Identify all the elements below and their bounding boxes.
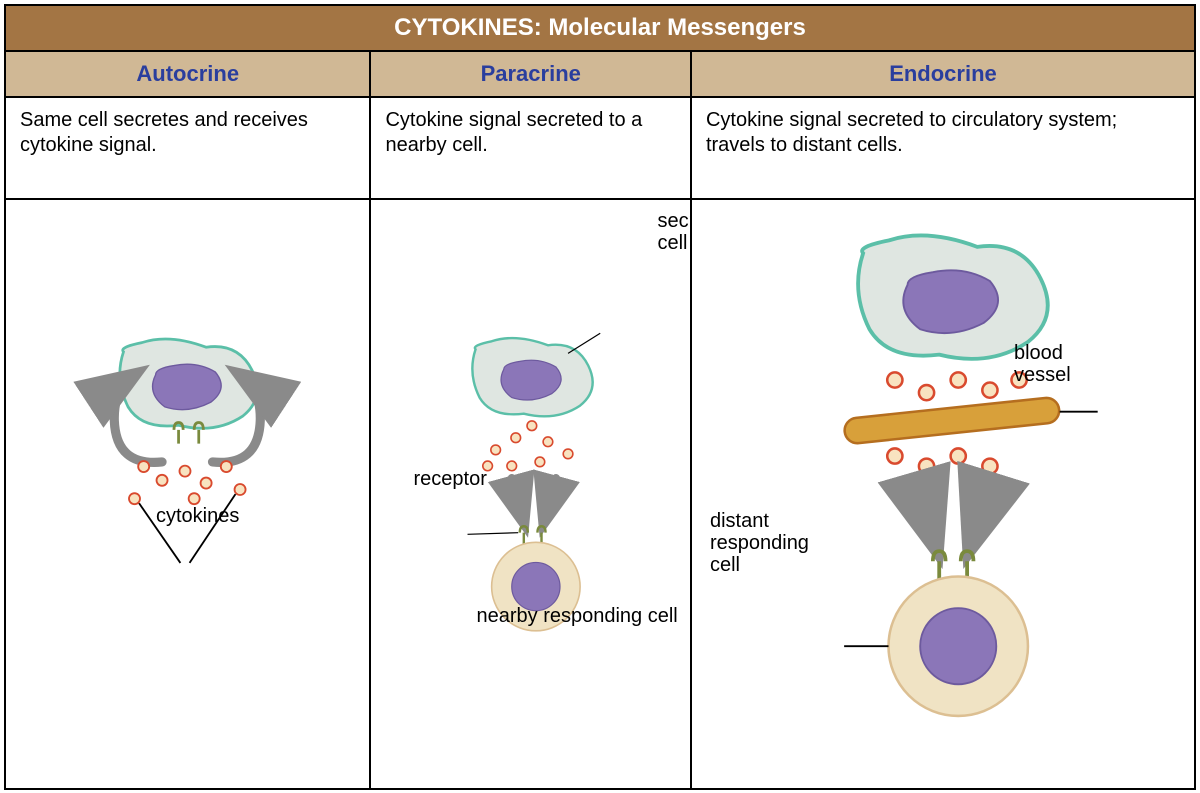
col-name-paracrine: Paracrine bbox=[370, 51, 690, 97]
desc-autocrine: Same cell secretes and receives cytokine… bbox=[5, 97, 370, 199]
label-blood-vessel: blood vessel bbox=[1014, 342, 1084, 386]
desc-paracrine: Cytokine signal secreted to a nearby cel… bbox=[370, 97, 690, 199]
label-nearby-responding-cell: nearby responding cell bbox=[476, 605, 677, 627]
label-cytokines: cytokines bbox=[156, 505, 239, 527]
cytokines-table: CYTOKINES: Molecular Messengers Autocrin… bbox=[4, 4, 1196, 790]
col-name-autocrine: Autocrine bbox=[5, 51, 370, 97]
label-distant-responding-cell: distant responding cell bbox=[710, 510, 820, 576]
descriptions-row: Same cell secretes and receives cytokine… bbox=[5, 97, 1195, 199]
table-title: CYTOKINES: Molecular Messengers bbox=[5, 5, 1195, 51]
title-row: CYTOKINES: Molecular Messengers bbox=[5, 5, 1195, 51]
autocrine-svg bbox=[6, 200, 369, 788]
col-name-endocrine: Endocrine bbox=[691, 51, 1195, 97]
cell-endocrine-diagram: blood vessel distant responding cell bbox=[691, 199, 1195, 789]
desc-endocrine: Cytokine signal secreted to circulatory … bbox=[691, 97, 1195, 199]
figure: CYTOKINES: Molecular Messengers Autocrin… bbox=[0, 0, 1200, 686]
diagrams-row: cytokines bbox=[5, 199, 1195, 789]
endocrine-svg bbox=[692, 200, 1194, 788]
paracrine-svg bbox=[371, 200, 689, 788]
cell-autocrine-diagram: cytokines bbox=[5, 199, 370, 789]
label-receptor: receptor bbox=[413, 468, 486, 490]
cell-paracrine-diagram: secreting cell receptor nearby respondin… bbox=[370, 199, 690, 789]
column-names-row: Autocrine Paracrine Endocrine bbox=[5, 51, 1195, 97]
